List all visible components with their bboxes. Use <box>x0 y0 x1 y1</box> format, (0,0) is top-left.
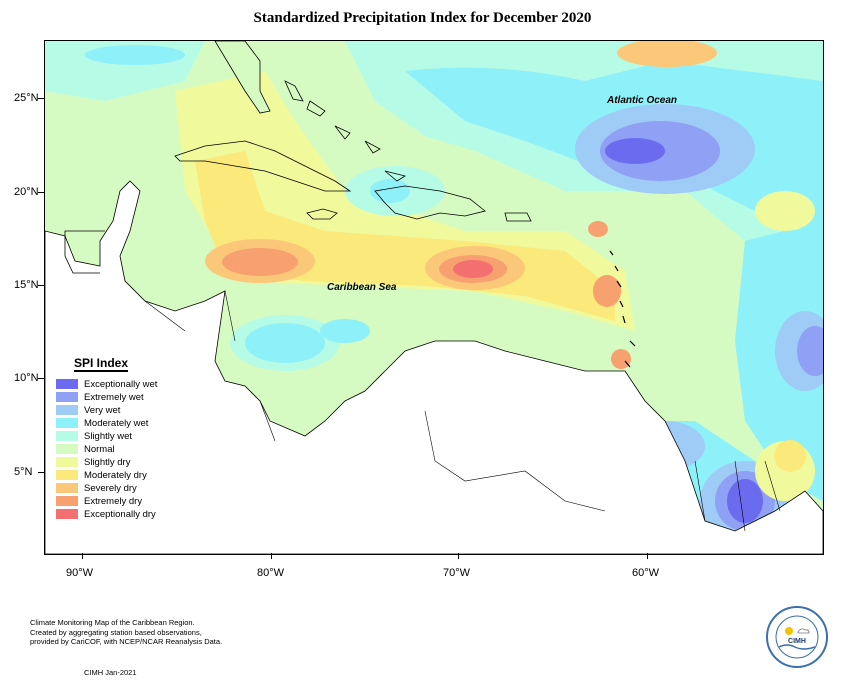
extremely-wet-east <box>797 326 823 376</box>
lon-tick <box>458 553 459 559</box>
legend-swatch <box>56 457 78 467</box>
lon-tick <box>271 553 272 559</box>
exceptionally-dry-central <box>453 260 493 278</box>
land-puerto-rico <box>504 212 532 222</box>
extremely-dry-east <box>593 275 621 307</box>
moderately-wet-south <box>320 319 370 343</box>
lat-tick <box>38 192 44 193</box>
lat-tick <box>38 98 44 99</box>
lat-tick <box>38 378 44 379</box>
lon-tick <box>647 553 648 559</box>
legend-label: Slightly dry <box>84 456 131 468</box>
lat-label-25n: 25°N <box>14 92 39 104</box>
credit-line: Climate Monitoring Map of the Caribbean … <box>30 618 195 627</box>
legend-label: Extremely wet <box>84 391 144 403</box>
extremely-dry-northeast <box>588 221 608 237</box>
lat-label-5n: 5°N <box>14 466 33 478</box>
cimh-logo: CIMH <box>765 605 829 669</box>
land-florida <box>214 41 271 114</box>
moderately-wet-northwest <box>85 45 185 65</box>
atlantic-ocean-label: Atlantic Ocean <box>607 95 678 106</box>
logo-text: CIMH <box>788 638 806 645</box>
map-title: Standardized Precipitation Index for Dec… <box>253 10 592 26</box>
border-central-america <box>144 290 276 442</box>
credit-line: Created by aggregating station based obs… <box>30 627 202 637</box>
border-guianas <box>694 460 781 532</box>
legend-title: SPI Index <box>74 356 129 372</box>
legend-swatch <box>56 509 78 519</box>
moderately-wet-southwest <box>245 323 325 363</box>
lat-label-15n: 15°N <box>14 279 39 291</box>
legend-label: Moderately wet <box>84 417 149 429</box>
legend-item: Normal <box>56 443 115 455</box>
severely-dry-north <box>617 41 717 67</box>
legend-item: Slightly dry <box>56 456 130 468</box>
legend-swatch <box>56 470 78 480</box>
exceptionally-wet-suriname <box>727 479 763 523</box>
moderately-dry-french-guiana <box>774 440 806 472</box>
spi-legend: SPI Index Exceptionally wet Extremely we… <box>52 356 192 526</box>
legend-swatch <box>56 418 78 428</box>
land-hispaniola <box>374 185 486 220</box>
lat-tick <box>38 472 44 473</box>
legend-label: Moderately dry <box>84 469 147 481</box>
severely-dry-trinidad <box>611 349 631 369</box>
legend-swatch <box>56 405 78 415</box>
map-credits: Climate Monitoring Map of the Caribbean … <box>30 618 290 647</box>
legend-item: Severely dry <box>56 482 137 494</box>
lat-label-20n: 20°N <box>14 186 39 198</box>
legend-item: Exceptionally wet <box>56 378 157 390</box>
legend-swatch <box>56 444 78 454</box>
land-jamaica <box>306 208 338 220</box>
legend-item: Extremely dry <box>56 495 142 507</box>
legend-swatch <box>56 392 78 402</box>
border-venezuela <box>424 410 606 512</box>
legend-swatch <box>56 496 78 506</box>
extremely-dry-west <box>222 248 298 276</box>
legend-item: Slightly wet <box>56 430 132 442</box>
legend-label: Slightly wet <box>84 430 133 442</box>
cimh-logo-icon: CIMH <box>766 606 828 668</box>
lat-label-10n: 10°N <box>14 372 39 384</box>
legend-swatch <box>56 483 78 493</box>
legend-label: Normal <box>84 443 115 455</box>
lon-label-60w: 60°W <box>632 567 660 579</box>
lon-label-70w: 70°W <box>443 567 471 579</box>
caribbean-sea-label: Caribbean Sea <box>327 282 397 293</box>
legend-item: Moderately wet <box>56 417 148 429</box>
lon-tick <box>82 553 83 559</box>
exceptionally-wet-atlantic <box>605 138 665 164</box>
legend-label: Exceptionally wet <box>84 378 158 390</box>
land-lesser-antilles <box>609 250 636 368</box>
legend-swatch <box>56 379 78 389</box>
credit-line: provided by CariCOF, with NCEP/NCAR Rean… <box>30 637 223 646</box>
legend-label: Very wet <box>84 404 121 416</box>
legend-label: Severely dry <box>84 482 137 494</box>
legend-item: Exceptionally dry <box>56 508 156 520</box>
land-bahamas <box>284 80 407 182</box>
legend-swatch <box>56 431 78 441</box>
slightly-dry-northeast <box>755 191 815 231</box>
legend-item: Very wet <box>56 404 120 416</box>
lat-tick <box>38 285 44 286</box>
lon-label-80w: 80°W <box>257 567 285 579</box>
lon-label-90w: 90°W <box>66 567 94 579</box>
credit-date: CIMH Jan-2021 <box>84 668 137 677</box>
legend-label: Extremely dry <box>84 495 143 507</box>
land-mainland <box>45 180 823 554</box>
legend-item: Moderately dry <box>56 469 147 481</box>
legend-label: Exceptionally dry <box>84 508 156 520</box>
land-yucatan <box>64 230 105 274</box>
land-cuba <box>174 140 352 192</box>
legend-item: Extremely wet <box>56 391 144 403</box>
